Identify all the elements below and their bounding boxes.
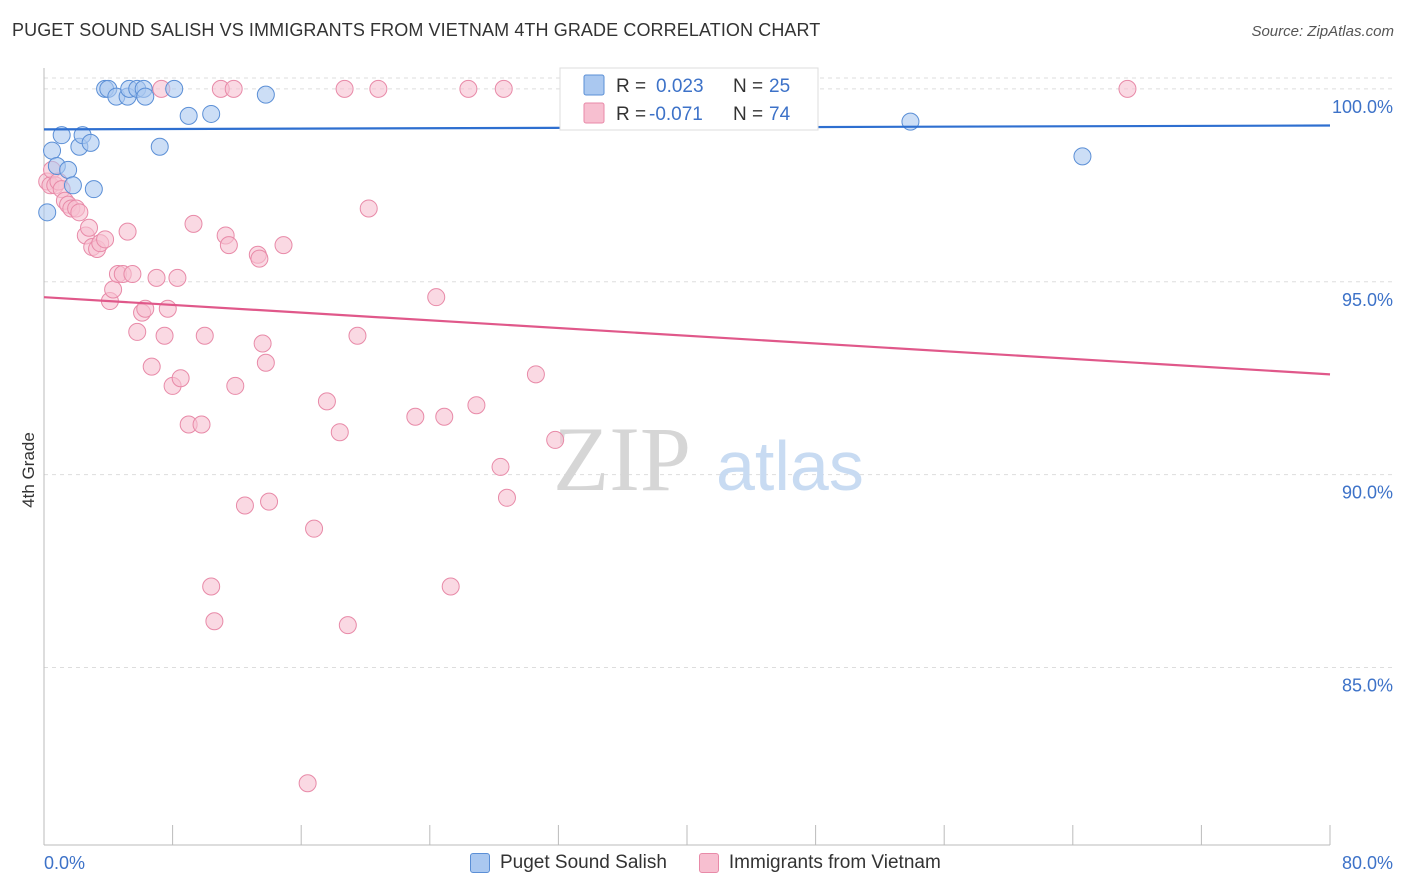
legend: Puget Sound Salish Immigrants from Vietn… — [470, 852, 963, 874]
data-point-blue[interactable] — [52, 126, 71, 145]
data-point-blue[interactable] — [84, 180, 103, 199]
data-point-blue[interactable] — [136, 87, 155, 106]
data-point-pink[interactable] — [250, 249, 269, 268]
data-point-pink[interactable] — [224, 79, 243, 98]
data-point-pink[interactable] — [123, 265, 142, 284]
data-point-pink[interactable] — [427, 288, 446, 307]
data-point-pink[interactable] — [219, 236, 238, 255]
data-point-pink[interactable] — [96, 230, 115, 249]
data-point-pink[interactable] — [205, 612, 224, 631]
data-point-pink[interactable] — [128, 322, 147, 341]
data-point-pink[interactable] — [1118, 79, 1137, 98]
data-point-blue[interactable] — [38, 203, 57, 222]
legend-item-salish[interactable]: Puget Sound Salish — [470, 852, 667, 874]
stats-n-label-2: N = — [733, 104, 763, 125]
data-point-pink[interactable] — [171, 369, 190, 388]
data-point-pink[interactable] — [467, 396, 486, 415]
data-point-pink[interactable] — [195, 326, 214, 345]
legend-label-salish: Puget Sound Salish — [500, 852, 667, 873]
stats-swatch-pink — [583, 102, 605, 124]
data-point-pink[interactable] — [406, 407, 425, 426]
legend-item-vietnam[interactable]: Immigrants from Vietnam — [698, 852, 941, 874]
stats-n-label-1: N = — [733, 76, 763, 97]
data-point-pink[interactable] — [142, 357, 161, 376]
data-point-pink[interactable] — [348, 326, 367, 345]
data-point-pink[interactable] — [274, 236, 293, 255]
data-point-blue[interactable] — [59, 160, 78, 179]
data-point-pink[interactable] — [369, 79, 388, 98]
data-point-blue[interactable] — [63, 176, 82, 195]
data-point-pink[interactable] — [494, 79, 513, 98]
stats-n-value-1: 25 — [769, 76, 790, 97]
data-point-blue[interactable] — [165, 79, 184, 98]
data-point-blue[interactable] — [81, 133, 100, 152]
stats-swatch-blue — [583, 74, 605, 96]
data-point-pink[interactable] — [330, 423, 349, 442]
stats-r-label-2: R = — [616, 104, 646, 125]
legend-label-vietnam: Immigrants from Vietnam — [728, 852, 941, 873]
trend-lines — [43, 124, 1331, 376]
chart-title: PUGET SOUND SALISH VS IMMIGRANTS FROM VI… — [12, 20, 821, 40]
data-point-pink[interactable] — [359, 199, 378, 218]
axes — [43, 68, 1331, 846]
data-point-pink[interactable] — [335, 79, 354, 98]
data-point-pink[interactable] — [441, 577, 460, 596]
data-point-pink[interactable] — [147, 268, 166, 287]
source-label: Source: ZipAtlas.com — [1251, 23, 1394, 40]
watermark-atlas: atlas — [716, 427, 864, 505]
data-point-pink[interactable] — [338, 616, 357, 635]
data-point-pink[interactable] — [80, 218, 99, 237]
gridlines — [44, 77, 1392, 669]
data-point-pink[interactable] — [526, 365, 545, 384]
data-point-pink[interactable] — [155, 326, 174, 345]
stats-n-value-2: 74 — [769, 104, 791, 125]
data-point-pink[interactable] — [118, 222, 137, 241]
legend-swatch-pink — [698, 853, 719, 873]
data-point-pink[interactable] — [70, 203, 89, 222]
data-point-blue[interactable] — [179, 106, 198, 125]
data-point-pink[interactable] — [158, 299, 177, 318]
y-tick-label: 85.0% — [1342, 676, 1393, 696]
data-point-blue[interactable] — [43, 141, 62, 160]
data-point-pink[interactable] — [235, 496, 254, 515]
data-point-pink[interactable] — [192, 415, 211, 434]
watermark-zip: ZIP — [553, 408, 691, 510]
data-point-pink[interactable] — [168, 268, 187, 287]
legend-swatch-blue — [470, 853, 490, 873]
stats-box: R = 0.023 N = 25 R = -0.071 N = 74 — [559, 67, 819, 131]
data-point-pink[interactable] — [435, 407, 454, 426]
data-point-pink[interactable] — [260, 492, 279, 511]
data-point-blue[interactable] — [202, 104, 221, 123]
data-point-pink[interactable] — [305, 519, 324, 538]
y-tick-label: 90.0% — [1342, 483, 1393, 503]
data-point-pink[interactable] — [491, 457, 510, 476]
data-point-pink[interactable] — [104, 280, 123, 299]
data-point-pink[interactable] — [184, 214, 203, 233]
data-point-blue[interactable] — [256, 85, 275, 104]
data-point-pink[interactable] — [253, 334, 272, 353]
series-vietnam-points — [38, 79, 1137, 793]
data-point-blue[interactable] — [1073, 147, 1092, 166]
stats-r-label-1: R = — [616, 76, 646, 97]
series-salish-points — [38, 79, 1092, 222]
trend-line-pink — [43, 296, 1331, 376]
data-point-blue[interactable] — [150, 137, 169, 156]
y-tick-label: 100.0% — [1332, 97, 1393, 117]
data-point-pink[interactable] — [226, 376, 245, 395]
data-point-pink[interactable] — [546, 430, 565, 449]
data-point-pink[interactable] — [317, 392, 336, 411]
stats-r-value-1: 0.023 — [656, 76, 704, 97]
x-tick-label: 80.0% — [1342, 853, 1393, 873]
x-tick-label: 0.0% — [44, 853, 85, 873]
stats-r-value-2: -0.071 — [649, 104, 703, 125]
data-point-pink[interactable] — [256, 353, 275, 372]
data-point-pink[interactable] — [459, 79, 478, 98]
y-axis-label: 4th Grade — [19, 432, 38, 508]
tick-labels: 100.0% 95.0% 90.0% 85.0% 0.0% 80.0% — [44, 97, 1393, 873]
y-tick-label: 95.0% — [1342, 290, 1393, 310]
data-point-pink[interactable] — [202, 577, 221, 596]
data-point-pink[interactable] — [497, 488, 516, 507]
data-point-pink[interactable] — [298, 774, 317, 793]
